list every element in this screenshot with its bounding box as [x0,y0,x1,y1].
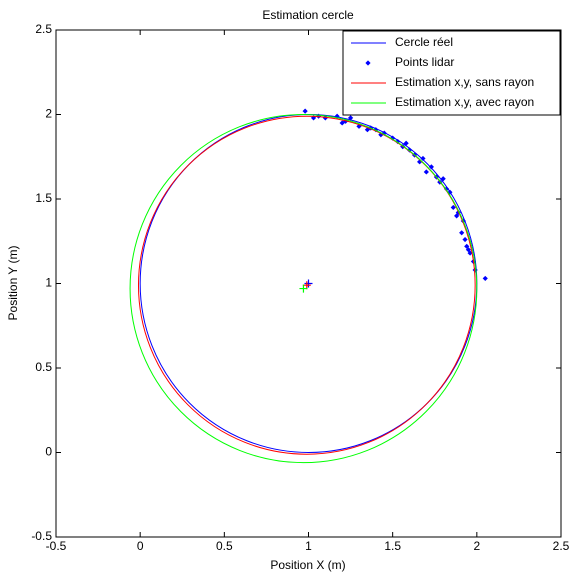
lidar-point [465,247,472,253]
lidar-point [339,120,345,126]
lidar-point [302,108,308,114]
legend-box [342,30,561,116]
lidar-point [482,275,488,282]
x-tick-label: 1.5 [384,539,401,553]
x-tick-label: 2 [473,539,480,553]
y-tick-label: 1.5 [35,191,52,205]
x-tick-label: 1 [305,539,312,553]
lidar-point [420,155,426,162]
x-axis-label: Position X (m) [270,558,345,572]
y-tick-label: -0.5 [31,529,52,543]
y-tick-label: 2 [45,107,52,121]
lidar-point [364,127,371,133]
y-axis-label: Position Y (m) [6,246,20,321]
lidar-point [428,164,434,170]
lidar-point [423,169,429,175]
lidar-point [467,250,473,256]
lidar-point [417,159,423,165]
lidar-point [378,132,384,138]
lidar-point [472,267,478,273]
lidar-point [440,176,446,182]
lidar-point [462,236,468,243]
y-tick-label: 0.5 [35,360,52,374]
y-tick-label: 0 [45,445,52,459]
chart-title: Estimation cercle [262,8,354,22]
lidar-point [447,189,453,195]
lidar-point [450,204,456,211]
x-tick-label: 0 [137,539,144,553]
y-tick-label: 1 [45,276,52,290]
legend-label: Cercle réel [395,35,453,49]
lidar-point [334,113,340,119]
y-tick-label: 2.5 [35,22,52,36]
center-marker [299,284,308,293]
lidar-point [459,230,465,236]
center-marker [304,279,313,288]
lidar-point [347,115,354,121]
center-marker [302,281,311,290]
legend-label: Points lidar [395,55,454,69]
legend-label: Estimation x,y, sans rayon [395,75,534,89]
plot-marks [129,108,488,464]
lidar-point [322,115,328,121]
x-tick-label: 2.5 [553,539,570,553]
x-tick-label: -0.5 [46,539,67,553]
lidar-point [403,140,409,146]
legend-marker [365,60,371,66]
circle-line [129,114,478,464]
circle-line [137,115,476,455]
legend-label: Estimation x,y, avec rayon [395,95,534,109]
x-tick-label: 0.5 [216,539,233,553]
lidar-point [454,213,460,219]
